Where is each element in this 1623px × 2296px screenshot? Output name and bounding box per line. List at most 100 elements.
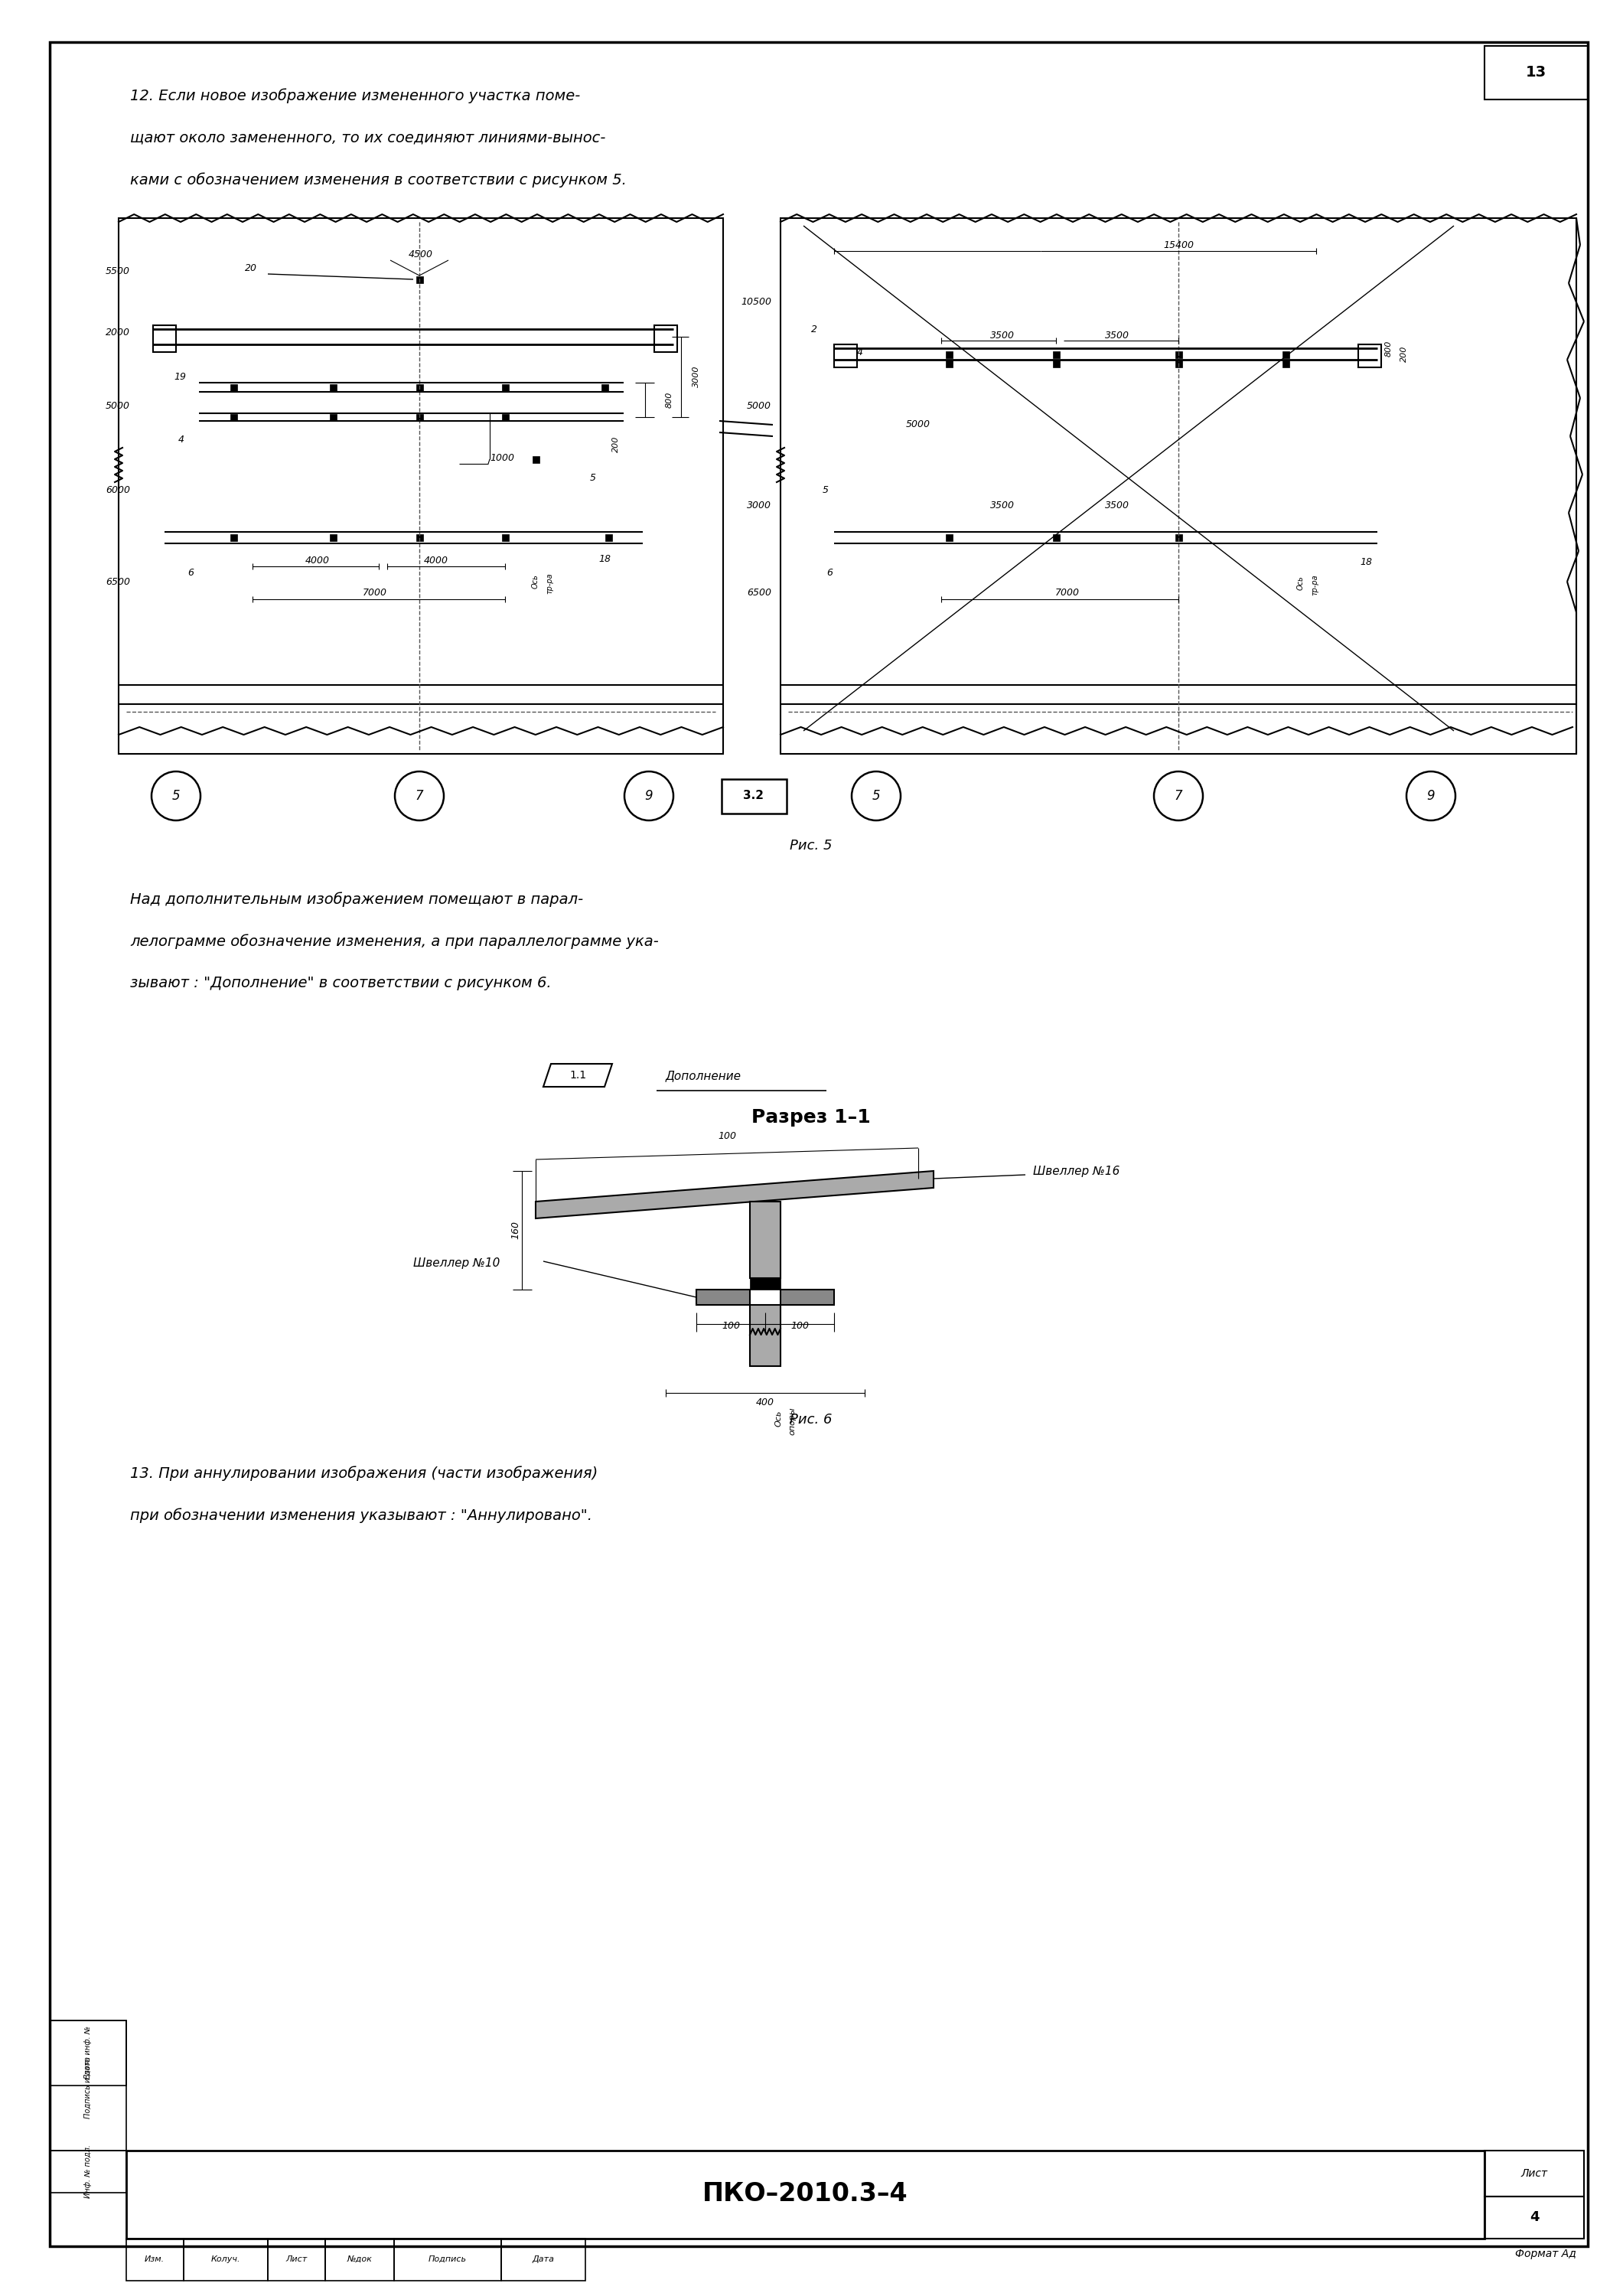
Text: Лист: Лист — [1521, 2167, 1548, 2179]
Text: Подпись: Подпись — [428, 2255, 467, 2264]
Bar — [394, 2239, 502, 2280]
Text: 2: 2 — [812, 324, 818, 335]
Text: Взом. инф. №: Взом. инф. № — [84, 2027, 93, 2080]
Text: при обозначении изменения указывают : "Аннулировано".: при обозначении изменения указывают : "А… — [130, 1508, 592, 1522]
Text: 7: 7 — [1175, 790, 1183, 804]
Bar — [183, 2239, 268, 2280]
Text: 6500: 6500 — [105, 576, 130, 588]
Bar — [1053, 360, 1060, 367]
Text: лелограмме обозначение изменения, а при параллелограмме ука-: лелограмме обозначение изменения, а при … — [130, 934, 659, 948]
Text: 160: 160 — [510, 1221, 521, 1240]
Text: Ось: Ось — [1297, 576, 1305, 590]
Bar — [50, 2020, 127, 2151]
Text: 1000: 1000 — [490, 452, 514, 464]
Bar — [502, 383, 508, 390]
Text: 4: 4 — [857, 347, 863, 358]
Text: 4000: 4000 — [424, 556, 448, 567]
Bar — [325, 2239, 394, 2280]
Text: тр-ра: тр-ра — [1311, 574, 1318, 595]
Bar — [946, 360, 953, 367]
Bar — [230, 535, 237, 542]
Text: 4: 4 — [179, 436, 185, 445]
Text: 15400: 15400 — [1164, 241, 1195, 250]
Polygon shape — [536, 1171, 933, 1219]
Bar — [127, 2239, 183, 2280]
Text: 20: 20 — [245, 264, 256, 273]
Text: 13. При аннулировании изображения (части изображения): 13. При аннулировании изображения (части… — [130, 1465, 597, 1481]
Text: Разрез 1–1: Разрез 1–1 — [751, 1109, 870, 1127]
Text: Дата: Дата — [532, 2255, 555, 2264]
Bar — [601, 383, 609, 390]
Bar — [605, 535, 612, 542]
Text: Инф. № подл.: Инф. № подл. — [84, 2144, 93, 2197]
Text: 7: 7 — [415, 790, 424, 804]
Text: щают около замененного, то их соединяют линиями-вынос-: щают около замененного, то их соединяют … — [130, 131, 605, 145]
Text: 5500: 5500 — [105, 266, 130, 278]
Text: 9: 9 — [644, 790, 652, 804]
Bar — [834, 344, 857, 367]
Bar — [1282, 351, 1289, 358]
Text: 3000: 3000 — [693, 365, 700, 388]
Bar — [1053, 535, 1060, 542]
Text: опоры: опоры — [789, 1407, 795, 1435]
Bar — [1175, 360, 1182, 367]
Text: 5: 5 — [823, 484, 829, 496]
Bar — [118, 218, 724, 753]
Bar — [50, 2020, 127, 2085]
Text: 2000: 2000 — [105, 328, 130, 338]
Text: 7000: 7000 — [362, 588, 388, 599]
Text: 6: 6 — [188, 567, 193, 579]
Bar — [1175, 351, 1182, 358]
Text: 4: 4 — [1529, 2211, 1539, 2225]
Bar — [781, 218, 1576, 753]
Text: Лист: Лист — [286, 2255, 307, 2264]
Text: 9: 9 — [1427, 790, 1435, 804]
Text: 5000: 5000 — [747, 400, 771, 411]
Text: Ось: Ось — [776, 1410, 782, 1426]
Text: 5: 5 — [172, 790, 180, 804]
Text: 5000: 5000 — [105, 400, 130, 411]
Text: ками с обозначением изменения в соответствии с рисунком 5.: ками с обозначением изменения в соответс… — [130, 172, 626, 188]
Text: 5: 5 — [872, 790, 880, 804]
Bar — [1358, 344, 1381, 367]
Bar — [268, 2239, 325, 2280]
Bar — [50, 2151, 127, 2193]
Text: тр-ра: тр-ра — [545, 572, 553, 595]
Bar — [415, 383, 422, 390]
Text: 3500: 3500 — [990, 331, 1014, 340]
Bar — [1282, 360, 1289, 367]
Text: 1.1: 1.1 — [570, 1070, 586, 1081]
Text: 19: 19 — [174, 372, 187, 381]
Text: Рис. 6: Рис. 6 — [790, 1412, 833, 1426]
Text: Изм.: Изм. — [144, 2255, 164, 2264]
Bar — [1175, 535, 1182, 542]
Bar — [415, 413, 422, 420]
Text: 10500: 10500 — [740, 298, 771, 308]
Bar — [722, 778, 787, 813]
Text: 6500: 6500 — [747, 588, 771, 599]
Text: ПКО–2010.3–4: ПКО–2010.3–4 — [703, 2181, 907, 2206]
Text: Швеллер №10: Швеллер №10 — [414, 1258, 500, 1267]
Bar — [1053, 351, 1060, 358]
Text: зывают : "Дополнение" в соответствии с рисунком 6.: зывают : "Дополнение" в соответствии с р… — [130, 976, 552, 990]
Text: 18: 18 — [1360, 558, 1371, 567]
Bar — [654, 326, 677, 351]
Bar — [415, 276, 422, 282]
Bar — [502, 413, 508, 420]
Bar — [502, 2239, 586, 2280]
Text: 200: 200 — [612, 436, 620, 452]
Bar — [329, 413, 336, 420]
Bar — [153, 326, 175, 351]
Text: Швеллер №16: Швеллер №16 — [1032, 1166, 1120, 1176]
Text: 800: 800 — [665, 390, 674, 409]
Text: 6000: 6000 — [105, 484, 130, 496]
Text: 3500: 3500 — [990, 501, 1014, 510]
Bar — [750, 1201, 781, 1279]
Text: Ось: Ось — [532, 574, 539, 588]
Text: №док: №док — [347, 2255, 372, 2264]
Text: Над дополнительным изображением помещают в парал-: Над дополнительным изображением помещают… — [130, 891, 583, 907]
Bar — [946, 351, 953, 358]
Text: 3500: 3500 — [1105, 331, 1130, 340]
Text: 200: 200 — [1401, 344, 1409, 363]
Bar — [781, 1290, 834, 1304]
